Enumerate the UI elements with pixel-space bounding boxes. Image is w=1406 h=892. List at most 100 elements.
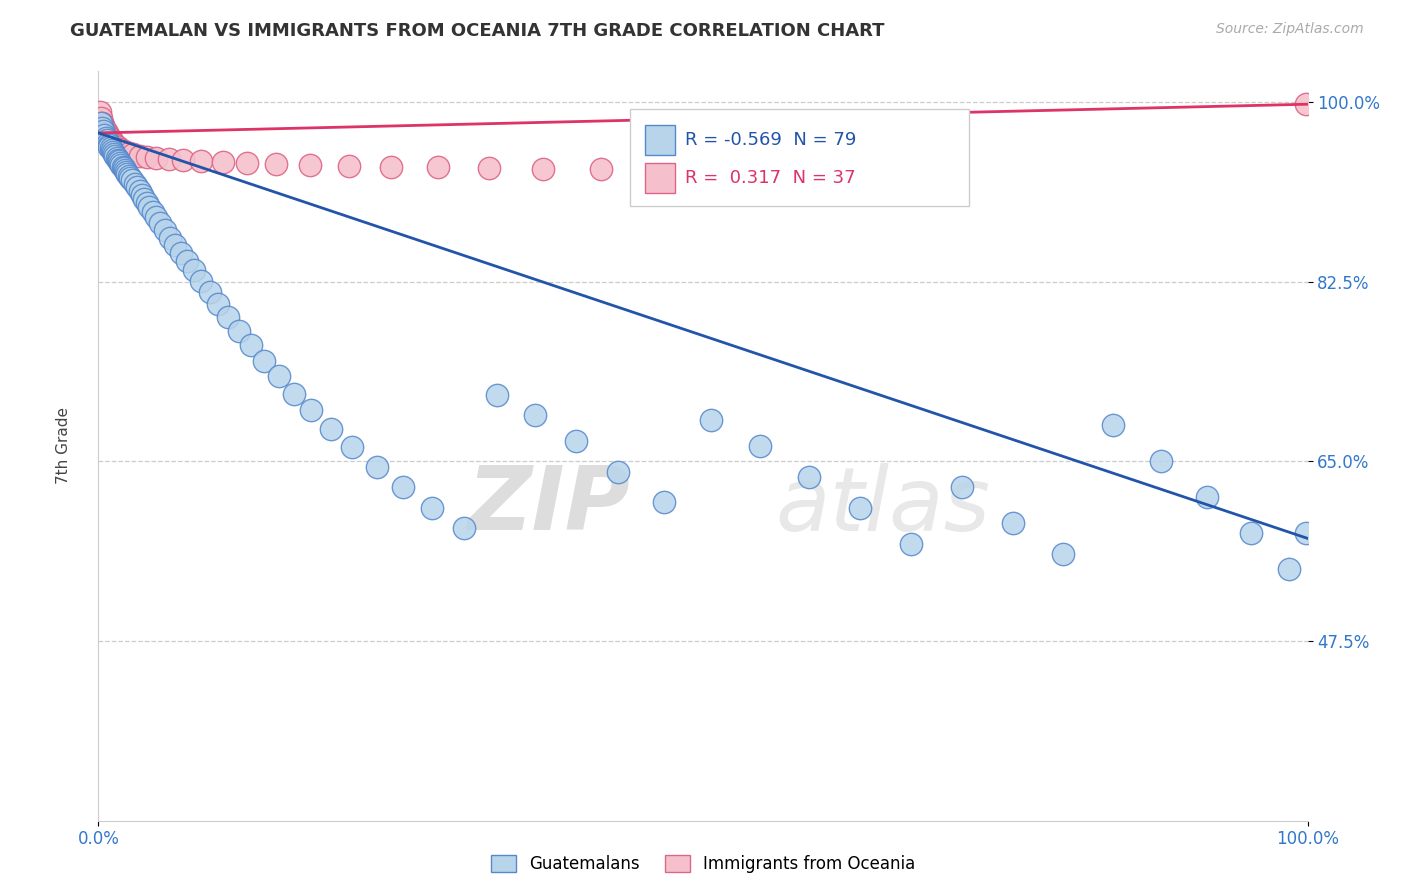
Point xyxy=(90,116,112,130)
Point xyxy=(108,142,131,156)
Point xyxy=(486,387,509,401)
Legend: Guatemalans, Immigrants from Oceania: Guatemalans, Immigrants from Oceania xyxy=(484,848,922,880)
Point xyxy=(366,459,388,474)
Point xyxy=(108,153,131,168)
Point xyxy=(523,408,546,422)
Point xyxy=(108,155,131,169)
Point xyxy=(1197,491,1219,505)
Point xyxy=(380,160,402,174)
Point xyxy=(1052,547,1074,561)
Text: atlas: atlas xyxy=(776,463,990,549)
Point xyxy=(91,120,114,135)
Point xyxy=(131,187,153,202)
Point xyxy=(91,124,114,138)
Point xyxy=(176,254,198,268)
Point xyxy=(283,386,305,401)
Point xyxy=(342,440,364,454)
Text: R = -0.569  N = 79: R = -0.569 N = 79 xyxy=(685,131,856,149)
Point xyxy=(1295,97,1317,112)
Point xyxy=(91,118,114,132)
Point xyxy=(253,353,276,368)
Point xyxy=(117,167,139,181)
Point xyxy=(94,131,117,145)
Point xyxy=(97,128,120,142)
Point xyxy=(478,161,501,175)
Point xyxy=(127,180,149,194)
Point xyxy=(101,136,124,151)
Point xyxy=(96,126,118,140)
Point xyxy=(89,105,111,120)
Point xyxy=(118,146,141,161)
Point xyxy=(163,237,186,252)
Point xyxy=(118,169,141,183)
Point xyxy=(157,152,180,166)
Point xyxy=(100,134,122,148)
Point xyxy=(700,413,723,427)
Point xyxy=(110,158,132,172)
Point xyxy=(93,128,115,142)
Point xyxy=(190,274,212,288)
Point xyxy=(267,369,290,384)
Point xyxy=(420,500,443,515)
Point xyxy=(118,171,141,186)
Point xyxy=(138,200,160,214)
Point xyxy=(97,136,120,151)
Point xyxy=(337,159,360,173)
Point xyxy=(159,230,181,244)
Point xyxy=(134,192,156,206)
Point xyxy=(111,160,134,174)
Point xyxy=(112,161,135,175)
Point xyxy=(98,138,121,153)
Point xyxy=(90,111,112,125)
Point xyxy=(652,495,675,509)
Point xyxy=(100,141,122,155)
Text: GUATEMALAN VS IMMIGRANTS FROM OCEANIA 7TH GRADE CORRELATION CHART: GUATEMALAN VS IMMIGRANTS FROM OCEANIA 7T… xyxy=(70,22,884,40)
Point xyxy=(427,160,450,174)
Point xyxy=(128,185,150,199)
Point xyxy=(264,157,287,171)
Point xyxy=(101,145,124,160)
Point xyxy=(212,154,235,169)
Point xyxy=(1001,516,1024,530)
Point xyxy=(1278,562,1301,576)
Point xyxy=(299,403,322,417)
Point xyxy=(239,338,262,352)
Point xyxy=(950,480,973,494)
Point xyxy=(207,297,229,311)
FancyBboxPatch shape xyxy=(630,109,969,206)
Point xyxy=(98,130,121,145)
Point xyxy=(1240,526,1263,541)
Point xyxy=(799,470,821,484)
Text: ZIP: ZIP xyxy=(468,462,630,549)
Point xyxy=(128,148,150,162)
Point xyxy=(1295,526,1317,541)
Point xyxy=(100,132,122,146)
Point xyxy=(228,324,250,338)
Point xyxy=(93,120,115,135)
Point xyxy=(145,151,167,165)
Point xyxy=(190,153,212,168)
Point xyxy=(651,162,673,177)
Point xyxy=(142,205,165,219)
Point xyxy=(135,150,157,164)
Point xyxy=(115,165,138,179)
Point xyxy=(98,140,121,154)
Point xyxy=(104,138,127,153)
Bar xyxy=(645,125,675,155)
Point xyxy=(169,246,191,260)
Point xyxy=(100,144,122,158)
Point xyxy=(121,173,143,187)
Point xyxy=(591,161,613,176)
Point xyxy=(453,521,475,535)
Point xyxy=(607,465,630,479)
Point xyxy=(124,178,146,192)
Point xyxy=(849,500,872,515)
Point xyxy=(198,285,221,299)
Point xyxy=(114,162,136,177)
Text: R =  0.317  N = 37: R = 0.317 N = 37 xyxy=(685,169,855,186)
Point xyxy=(112,145,135,159)
Point xyxy=(153,223,176,237)
Point xyxy=(1150,454,1173,468)
Point xyxy=(713,164,735,178)
Point xyxy=(94,124,117,138)
